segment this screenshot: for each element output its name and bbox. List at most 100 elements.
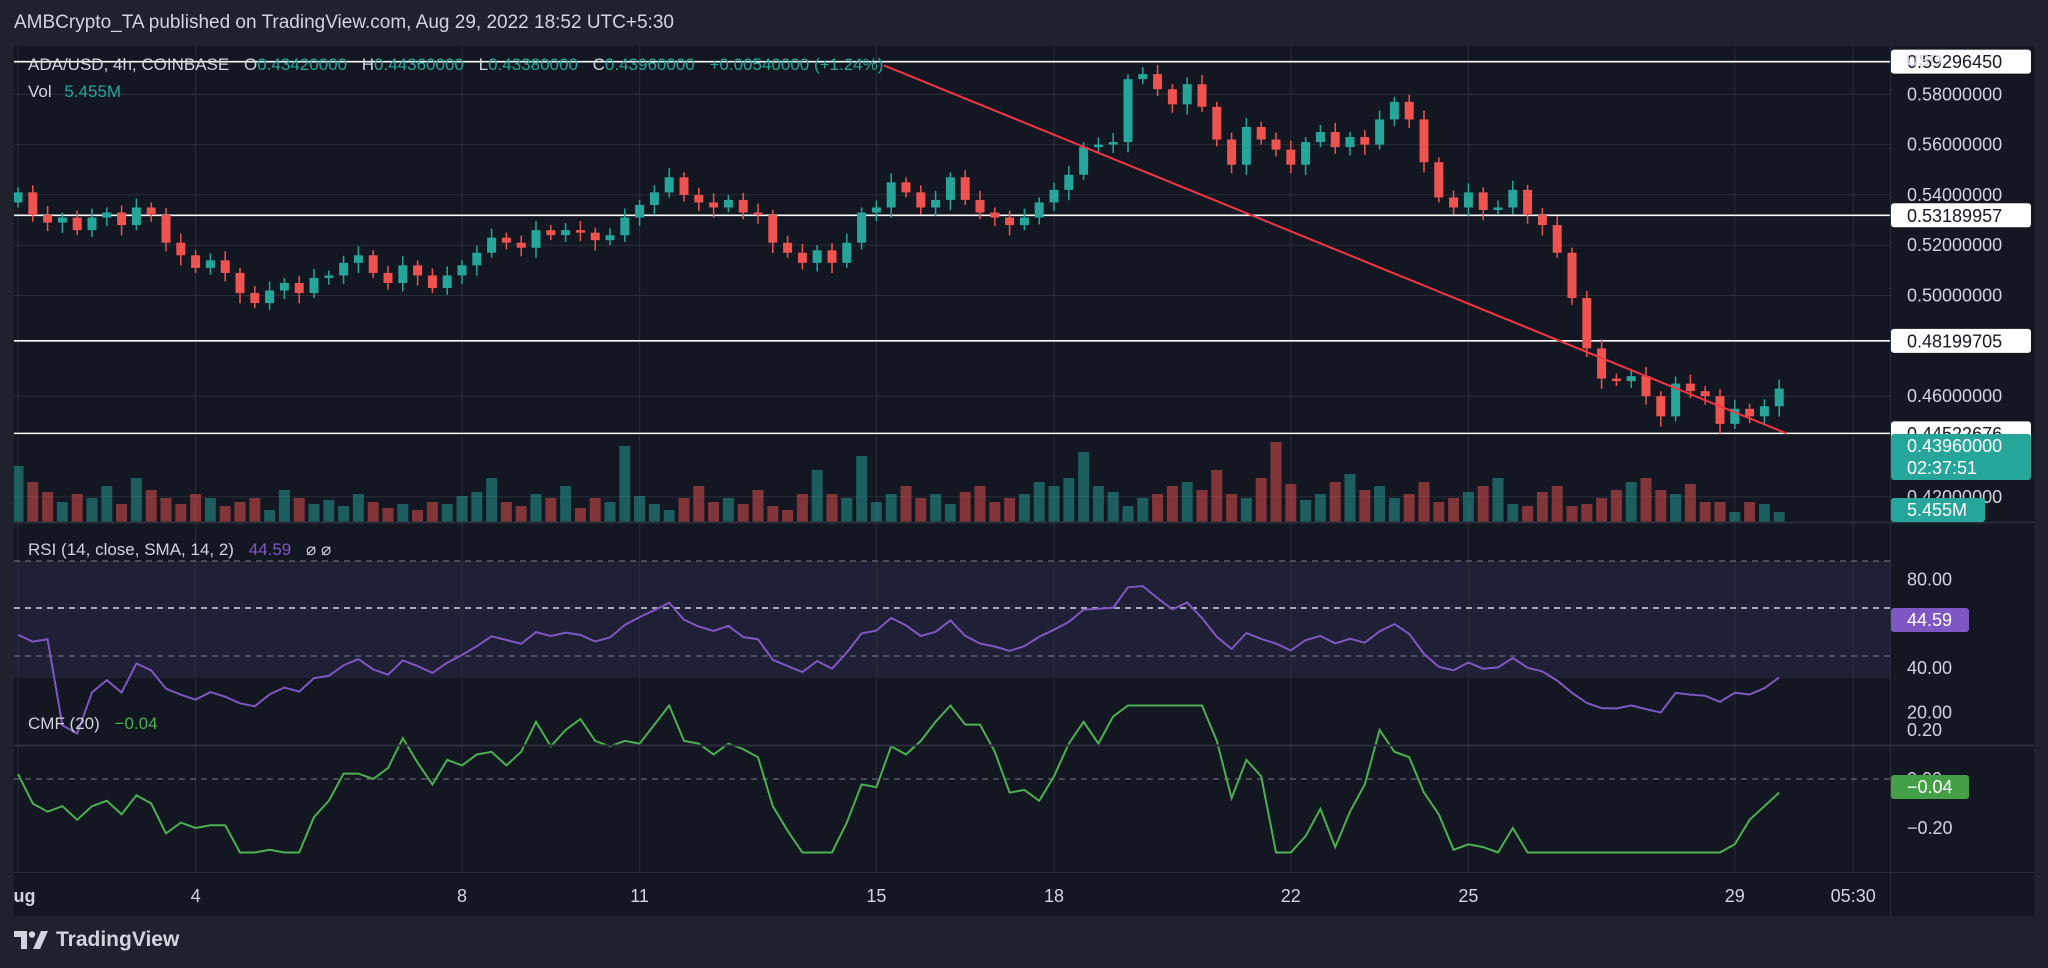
candle-body bbox=[1182, 84, 1192, 105]
volume-bar bbox=[1211, 470, 1223, 522]
candle-body bbox=[1582, 298, 1592, 349]
volume-bar bbox=[1181, 482, 1193, 522]
volume-bar bbox=[811, 470, 823, 522]
volume-bar bbox=[441, 504, 453, 522]
volume-bar bbox=[900, 486, 912, 522]
volume-bar bbox=[382, 508, 394, 522]
volume-bar bbox=[752, 490, 764, 522]
time-tick-label: 15 bbox=[866, 886, 886, 906]
candle-body bbox=[1256, 126, 1266, 140]
candle-body bbox=[649, 192, 659, 205]
rsi-band bbox=[14, 561, 1890, 678]
volume-bar bbox=[175, 504, 187, 522]
volume-bar bbox=[1285, 484, 1297, 522]
cmf-line bbox=[17, 703, 1780, 854]
cmf-label[interactable]: CMF (20) bbox=[28, 714, 100, 733]
volume-bar bbox=[27, 482, 39, 522]
candle-body bbox=[679, 177, 689, 195]
candle-body bbox=[1315, 132, 1325, 143]
candle-body bbox=[117, 212, 127, 226]
candle-body bbox=[635, 204, 645, 218]
candle-body bbox=[1597, 348, 1607, 379]
candle-body bbox=[398, 265, 408, 283]
trend-line[interactable] bbox=[883, 64, 1787, 435]
volume-bar bbox=[160, 498, 172, 522]
volume-bar bbox=[1670, 494, 1682, 522]
volume-bar bbox=[1640, 478, 1652, 522]
candle-body bbox=[265, 290, 275, 304]
chart-canvas[interactable]: 0.592964500.531899570.481997050.44522676… bbox=[14, 46, 2034, 916]
volume-bar bbox=[1092, 486, 1104, 522]
volume-bar bbox=[678, 498, 690, 522]
candle-body bbox=[886, 182, 896, 208]
volume-bar bbox=[397, 504, 409, 522]
cmf-legend: CMF (20) −0.04 bbox=[28, 714, 158, 733]
volume-bar bbox=[782, 510, 794, 522]
volume-bar bbox=[1300, 500, 1312, 522]
axis-labels[interactable]: 0.58000000 0.56000000 0.54000000 0.52000000… bbox=[14, 84, 2002, 906]
volume-bar bbox=[885, 494, 897, 522]
candle-body bbox=[1123, 79, 1133, 143]
volume-bar bbox=[1388, 498, 1400, 522]
candle-body bbox=[87, 217, 97, 231]
rsi-label[interactable]: RSI (14, close, SMA, 14, 2) bbox=[28, 540, 234, 559]
rsi-legend: RSI (14, close, SMA, 14, 2) 44.59 ⌀ ⌀ bbox=[28, 540, 331, 559]
volume-bar bbox=[1699, 502, 1711, 522]
candle-body bbox=[161, 215, 171, 243]
volume-bar bbox=[767, 506, 779, 522]
volume-bar bbox=[14, 466, 24, 522]
candle-body bbox=[72, 217, 82, 231]
tradingview-logo[interactable]: TradingView bbox=[14, 928, 179, 952]
high-value: 0.44360000 bbox=[374, 55, 464, 74]
candle-body bbox=[975, 199, 985, 213]
volume-bars bbox=[14, 442, 1785, 522]
volume-bar bbox=[1418, 482, 1430, 522]
volume-bar bbox=[190, 494, 202, 522]
volume-bar bbox=[1004, 498, 1016, 522]
candle-body bbox=[1138, 74, 1148, 80]
volume-bar bbox=[1314, 494, 1326, 522]
candle-body bbox=[1567, 252, 1577, 299]
volume-bar bbox=[1610, 490, 1622, 522]
cmf-tick-label: 0.20 bbox=[1907, 720, 1942, 740]
candle-body bbox=[457, 265, 467, 276]
rsi-pane bbox=[14, 523, 2034, 745]
volume-bar bbox=[1226, 494, 1238, 522]
volume-bar bbox=[560, 486, 572, 522]
candle-body bbox=[1626, 376, 1636, 382]
candle-body bbox=[472, 252, 482, 266]
level-label: 0.59296450 bbox=[1907, 52, 2002, 72]
volume-bar bbox=[1462, 492, 1474, 522]
candle-body bbox=[842, 242, 852, 263]
candle-body bbox=[220, 260, 230, 273]
volume-bar bbox=[1477, 486, 1489, 522]
volume-bar bbox=[959, 492, 971, 522]
candle-body bbox=[1197, 84, 1207, 107]
candle-body bbox=[1419, 119, 1429, 163]
volume-bar bbox=[1581, 504, 1593, 522]
volume-bar bbox=[264, 510, 276, 522]
volume-bar bbox=[249, 498, 261, 522]
symbol-label[interactable]: ADA/USD, 4h, COINBASE bbox=[28, 55, 229, 74]
rsi-value-label: 44.59 bbox=[1907, 610, 1952, 630]
volume-bar bbox=[1625, 482, 1637, 522]
candle-body bbox=[279, 282, 289, 291]
candle-body bbox=[1700, 391, 1710, 397]
candle-body bbox=[28, 192, 38, 216]
candle-body bbox=[339, 262, 349, 276]
ohlc-legend: ADA/USD, 4h, COINBASE O0.43420000 H0.443… bbox=[28, 55, 883, 74]
volume-bar bbox=[116, 504, 128, 522]
volume-badge: 5.455M bbox=[1891, 498, 1985, 522]
candlesticks bbox=[14, 65, 1784, 435]
candle-body bbox=[1330, 132, 1340, 148]
time-tick-label: 4 bbox=[191, 886, 201, 906]
candle-body bbox=[1108, 142, 1118, 145]
volume-bar bbox=[1773, 512, 1785, 522]
rsi-value-badge: 44.59 bbox=[1891, 608, 1969, 632]
volume-bar bbox=[1359, 490, 1371, 522]
volume-bar bbox=[1344, 474, 1356, 522]
volume-bar bbox=[338, 506, 350, 522]
volume-bar bbox=[1063, 478, 1075, 522]
volume-label[interactable]: Vol bbox=[28, 82, 52, 101]
